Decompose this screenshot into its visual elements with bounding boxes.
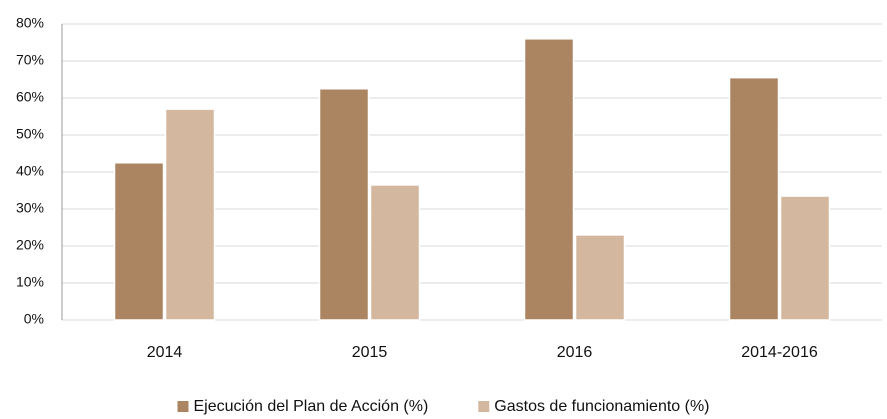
y-tick-label: 0%	[24, 311, 44, 327]
bar	[113, 162, 165, 321]
y-tick-label: 70%	[16, 52, 44, 68]
x-tick-label: 2016	[557, 344, 593, 361]
legend: Ejecución del Plan de Acción (%) Gastos d…	[177, 398, 710, 415]
y-tick-label: 10%	[16, 274, 44, 290]
y-tick-label: 30%	[16, 200, 44, 216]
x-tick-label: 2014-2016	[741, 344, 818, 361]
bar	[728, 76, 780, 321]
legend-swatch	[177, 401, 189, 412]
bar	[574, 234, 626, 321]
bar	[318, 88, 370, 321]
bar	[369, 184, 421, 321]
y-tick-label: 50%	[16, 126, 44, 142]
y-tick-label: 80%	[16, 15, 44, 31]
x-tick-label: 2015	[352, 344, 388, 361]
bar	[164, 108, 216, 321]
y-tick-label: 20%	[16, 237, 44, 253]
y-tick-label: 60%	[16, 89, 44, 105]
legend-label: Ejecución del Plan de Acción (%)	[193, 398, 428, 415]
bar	[523, 38, 575, 321]
legend-label: Gastos de funcionamiento (%)	[494, 398, 709, 415]
y-tick-label: 40%	[16, 163, 44, 179]
legend-swatch	[478, 401, 490, 412]
bar	[779, 195, 831, 321]
x-tick-label: 2014	[147, 344, 183, 361]
